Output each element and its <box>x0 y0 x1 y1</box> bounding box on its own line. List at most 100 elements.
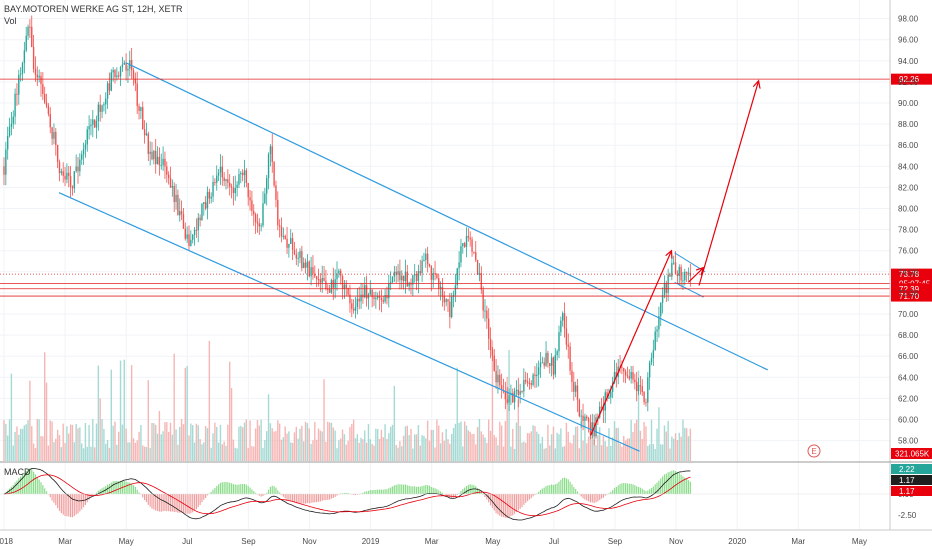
macd-value-badge[interactable] <box>891 464 932 474</box>
macd-histogram-bar <box>108 483 111 494</box>
candle-body <box>623 367 625 372</box>
volume-bar <box>338 440 340 461</box>
candle-body <box>97 104 100 122</box>
macd-histogram-bar <box>382 489 384 494</box>
time-tick-label: Mar <box>58 537 72 546</box>
volume-bar <box>210 447 212 461</box>
volume-bar <box>465 425 468 461</box>
candle-body <box>593 422 595 437</box>
price-axis[interactable]: 98.00 96.00 94.00 92.00 90.00 88.00 86.00 84.00… <box>898 15 919 446</box>
candle-body <box>534 374 536 377</box>
volume-bar <box>449 443 451 461</box>
price-tick-label: 86.00 <box>898 141 919 150</box>
candle-body <box>23 50 26 63</box>
candle-body <box>21 62 24 74</box>
level-badge[interactable] <box>891 283 932 295</box>
macd-histogram-bar <box>495 494 497 514</box>
volume-badge[interactable] <box>891 448 932 459</box>
macd-histogram-bar <box>519 494 521 509</box>
volume-bar <box>95 423 98 461</box>
macd-histogram-bar <box>586 494 588 501</box>
candle-body <box>36 74 38 78</box>
candle-body <box>203 202 205 205</box>
volume-bar <box>68 433 70 461</box>
volume-bar <box>60 447 63 461</box>
price-tick-label: 88.00 <box>898 120 919 129</box>
volume-bar <box>134 442 137 461</box>
price-tick-label: 68.00 <box>898 331 919 340</box>
volume-bar <box>539 443 542 461</box>
volume-bar <box>421 435 423 461</box>
volume-bar <box>223 441 225 461</box>
level-badge[interactable] <box>891 290 932 302</box>
macd-histogram-bar <box>218 484 220 494</box>
candle-body <box>58 161 61 174</box>
candle-body <box>615 371 618 378</box>
price-tick-label: 96.00 <box>898 36 919 45</box>
candle-body <box>430 266 433 280</box>
candle-body <box>219 166 222 173</box>
candle-body <box>273 161 275 186</box>
volume-bar <box>676 440 679 461</box>
projection-arrows[interactable] <box>590 81 759 436</box>
volume-bar <box>241 427 244 461</box>
candle-body <box>395 271 397 275</box>
volume-bar <box>488 419 490 461</box>
channel-lower-line[interactable] <box>58 192 640 452</box>
candle-body <box>217 172 220 176</box>
macd-histogram-bar <box>636 486 638 494</box>
macd-histogram-bar <box>118 481 120 494</box>
macd-histogram-bar <box>456 494 458 496</box>
projection-arrow[interactable] <box>687 268 703 283</box>
macd-value-badge[interactable] <box>891 475 932 485</box>
volume-bar <box>526 433 529 461</box>
projection-arrow[interactable] <box>698 81 759 286</box>
level-badge[interactable] <box>891 73 932 85</box>
macd-histogram-bar <box>447 494 449 497</box>
volume-bar <box>101 419 103 461</box>
volume-bar <box>82 448 85 461</box>
candle-body <box>214 182 216 184</box>
candle-body <box>27 26 29 36</box>
projection-arrow[interactable] <box>590 251 672 436</box>
macd-histogram-bar <box>621 483 623 494</box>
volume-bar <box>99 398 101 461</box>
volume-bar <box>149 448 151 461</box>
macd-histogram-bar <box>660 478 662 494</box>
macd-histogram-bar <box>421 486 423 494</box>
candle-body <box>578 399 581 417</box>
time-axis[interactable]: 2018 Mar May Jul Sep Nov 2019 Mar May Jul Sep Nov 20… <box>0 537 867 546</box>
earnings-event-icon[interactable]: E <box>807 444 821 458</box>
volume-bar <box>136 440 138 461</box>
candle-body <box>650 357 653 363</box>
candle-body <box>340 270 342 276</box>
macd-histogram-bar <box>526 494 529 502</box>
volume-bar <box>656 428 658 461</box>
volume-badge-label: 321.065K <box>895 450 930 459</box>
volume-bar <box>336 448 338 461</box>
channel-upper-line[interactable] <box>125 62 769 371</box>
level-badge[interactable] <box>891 268 932 280</box>
macd-histogram-bar <box>375 489 377 494</box>
volume-bar <box>463 421 466 461</box>
candle-body <box>369 289 371 295</box>
wedge-bottom-line[interactable] <box>674 281 704 298</box>
volume-bar <box>125 428 127 461</box>
macd-axis[interactable]: 0.00-2.502.221.171.17 <box>891 464 932 520</box>
macd-histogram-bar <box>549 485 551 494</box>
macd-line <box>3 467 691 521</box>
volume-bar <box>334 430 336 461</box>
volume-bar <box>360 437 362 461</box>
macd-value-badge[interactable] <box>891 486 932 496</box>
candle-body <box>293 250 296 255</box>
volume-bar <box>188 435 190 461</box>
volume-bar <box>180 419 183 461</box>
macd-histogram-bar <box>255 492 257 494</box>
candle-body <box>232 187 235 194</box>
macd-histogram-bar <box>95 492 98 494</box>
price-tick-label: 60.00 <box>898 416 919 425</box>
macd-histogram-bar <box>73 494 75 517</box>
macd-histogram-bar <box>162 494 164 512</box>
candle-body <box>3 166 5 175</box>
